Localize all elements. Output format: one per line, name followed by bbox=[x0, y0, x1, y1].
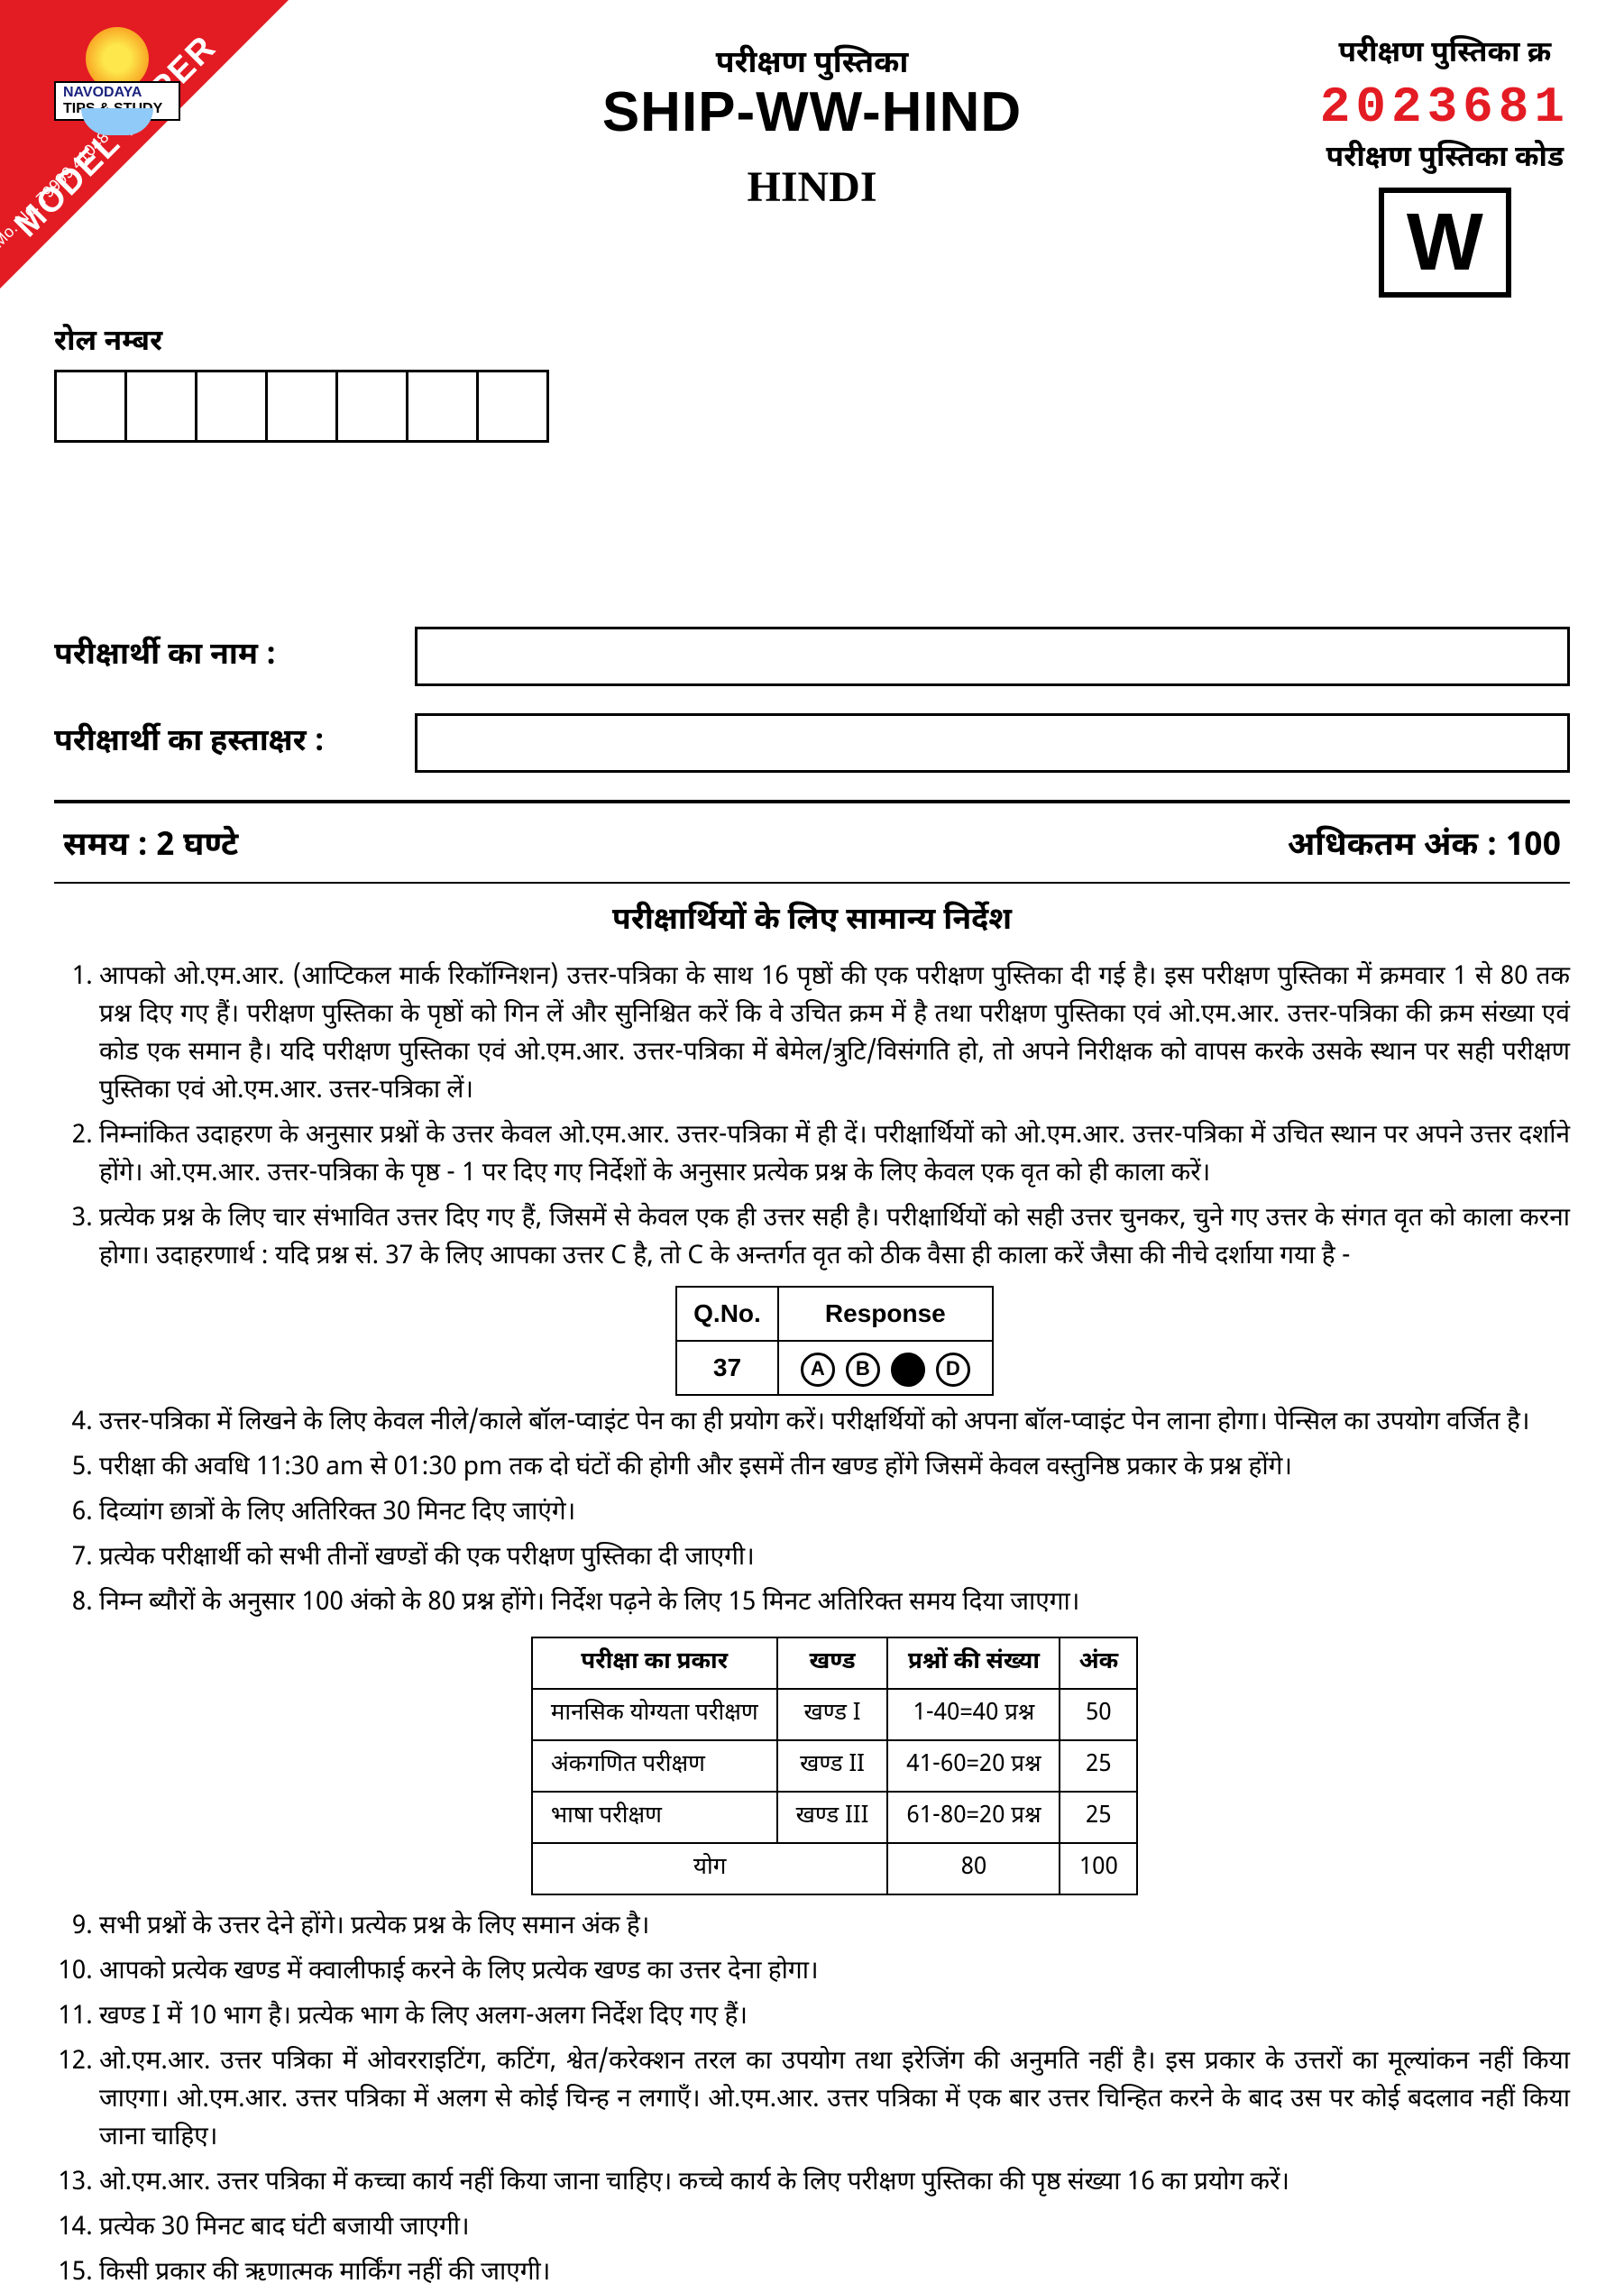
roll-box[interactable] bbox=[476, 370, 549, 443]
instruction-item: परीक्षा की अवधि 11:30 am से 01:30 pm तक … bbox=[99, 1450, 1570, 1488]
roll-section: रोल नम्बर bbox=[54, 325, 546, 443]
roll-box[interactable] bbox=[335, 370, 408, 443]
instruction-item: आपको प्रत्येक खण्ड में क्वालीफाई करने के… bbox=[99, 1954, 1570, 1992]
instruction-item: ओ.एम.आर. उत्तर पत्रिका में कच्चा कार्य न… bbox=[99, 2165, 1570, 2203]
instruction-item: प्रत्येक परीक्षार्थी को सभी तीनों खण्डों… bbox=[99, 1540, 1570, 1578]
roll-label: रोल नम्बर bbox=[54, 325, 546, 362]
option-circle: B bbox=[846, 1353, 880, 1387]
instruction-item: आपको ओ.एम.आर. (आप्टिकल मार्क रिकॉग्निशन)… bbox=[99, 959, 1570, 1111]
time-marks-row: समय : 2 घण्टे अधिकतम अंक : 100 bbox=[54, 821, 1570, 873]
roll-box[interactable] bbox=[265, 370, 338, 443]
serial-label: परीक्षण पुस्तिका क्र bbox=[1320, 36, 1570, 74]
signature-input[interactable] bbox=[415, 713, 1570, 773]
top-right-block: परीक्षण पुस्तिका क्र 2023681 परीक्षण पुस… bbox=[1320, 36, 1570, 298]
logo: NAVODAYA TIPS & STUDY bbox=[54, 27, 180, 117]
roll-box[interactable] bbox=[54, 370, 127, 443]
instruction-item: खण्ड I में 10 भाग है। प्रत्येक भाग के लि… bbox=[99, 1999, 1570, 2037]
marks-table: परीक्षा का प्रकारखण्डप्रश्नों की संख्याअ… bbox=[531, 1637, 1138, 1895]
code-box: W bbox=[1379, 188, 1511, 298]
roll-box[interactable] bbox=[124, 370, 197, 443]
instruction-item: उत्तर-पत्रिका में लिखने के लिए केवल नीले… bbox=[99, 1405, 1570, 1443]
divider-top bbox=[54, 800, 1570, 803]
divider-bottom bbox=[54, 882, 1570, 884]
instruction-item: ओ.एम.आर. उत्तर पत्रिका में ओवरराइटिंग, क… bbox=[99, 2044, 1570, 2158]
instruction-item: प्रत्येक 30 मिनट बाद घंटी बजायी जाएगी। bbox=[99, 2210, 1570, 2248]
name-input[interactable] bbox=[415, 627, 1570, 686]
signature-label: परीक्षार्थी का हस्ताक्षर : bbox=[54, 723, 415, 763]
instruction-item: प्रत्येक प्रश्न के लिए चार संभावित उत्तर… bbox=[99, 1201, 1570, 1396]
exam-page: MODEL PAPER Mo. No. 79999 41048 NAVODAYA… bbox=[0, 0, 1624, 2230]
instructions-block: आपको ओ.एम.आर. (आप्टिकल मार्क रिकॉग्निशन)… bbox=[54, 959, 1570, 2293]
candidate-fields: परीक्षार्थी का नाम : परीक्षार्थी का हस्त… bbox=[54, 627, 1570, 773]
name-label: परीक्षार्थी का नाम : bbox=[54, 637, 415, 676]
roll-box[interactable] bbox=[195, 370, 268, 443]
instruction-item: निम्न ब्यौरों के अनुसार 100 अंको के 80 प… bbox=[99, 1585, 1570, 1895]
instructions-title: परीक्षार्थियों के लिए सामान्य निर्देश bbox=[54, 902, 1570, 941]
option-circle bbox=[891, 1353, 925, 1387]
max-marks-label: अधिकतम अंक : 100 bbox=[1288, 826, 1561, 868]
time-label: समय : 2 घण्टे bbox=[63, 826, 238, 868]
instruction-item: किसी प्रकार की ऋणात्मक मार्किंग नहीं की … bbox=[99, 2255, 1570, 2293]
response-example-table: Q.No.Response37ABD bbox=[675, 1286, 994, 1396]
code-label: परीक्षण पुस्तिका कोड bbox=[1320, 141, 1570, 179]
instruction-item: निम्नांकित उदाहरण के अनुसार प्रश्नों के … bbox=[99, 1118, 1570, 1194]
instruction-item: दिव्यांग छात्रों के लिए अतिरिक्त 30 मिनट… bbox=[99, 1495, 1570, 1533]
serial-number: 2023681 bbox=[1320, 78, 1570, 136]
option-circle: D bbox=[936, 1353, 970, 1387]
roll-boxes[interactable] bbox=[54, 370, 546, 443]
option-circle: A bbox=[801, 1353, 835, 1387]
roll-box[interactable] bbox=[406, 370, 479, 443]
instruction-item: सभी प्रश्नों के उत्तर देने होंगे। प्रत्य… bbox=[99, 1909, 1570, 1947]
